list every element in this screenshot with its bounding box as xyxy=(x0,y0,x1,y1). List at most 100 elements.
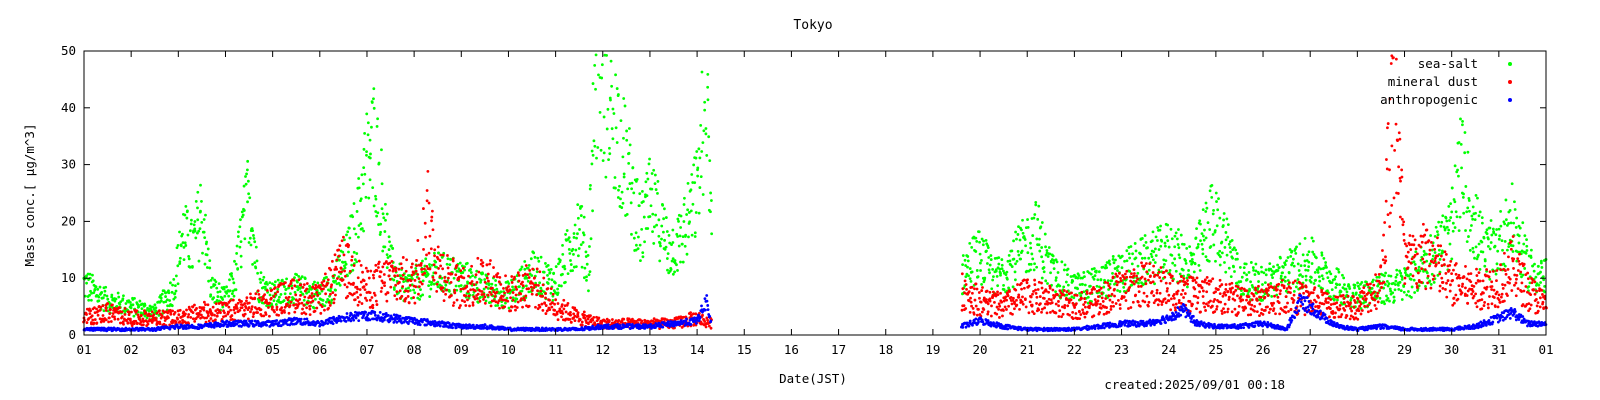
data-point xyxy=(1279,289,1282,293)
data-point xyxy=(196,231,199,235)
data-point xyxy=(289,292,292,296)
data-point xyxy=(1122,285,1126,289)
data-point xyxy=(1512,221,1516,225)
data-point xyxy=(532,286,536,289)
data-point xyxy=(221,298,225,301)
data-point xyxy=(1393,288,1397,292)
data-point xyxy=(1257,280,1260,283)
data-point xyxy=(352,281,355,285)
data-point xyxy=(1420,240,1424,244)
data-point xyxy=(235,244,239,248)
data-point xyxy=(414,266,418,270)
data-point xyxy=(648,157,651,161)
data-point xyxy=(1359,307,1363,310)
data-point xyxy=(1388,168,1391,172)
data-point xyxy=(1437,220,1441,224)
data-point xyxy=(1088,284,1092,288)
data-point xyxy=(1439,254,1443,258)
data-point xyxy=(369,152,372,156)
data-point xyxy=(1065,293,1069,297)
data-point xyxy=(1470,224,1473,227)
data-point xyxy=(1131,252,1134,256)
data-point xyxy=(557,284,561,287)
data-point xyxy=(1343,308,1347,312)
data-point xyxy=(1338,307,1342,311)
data-point xyxy=(350,255,354,258)
data-point xyxy=(1313,298,1316,302)
data-point xyxy=(582,276,586,280)
data-point xyxy=(360,173,364,177)
data-point xyxy=(244,306,248,310)
data-point xyxy=(504,301,507,305)
data-point xyxy=(1152,258,1155,262)
data-point xyxy=(197,312,201,316)
data-point xyxy=(966,265,969,269)
data-point xyxy=(445,262,449,266)
data-point xyxy=(1461,282,1465,286)
data-point xyxy=(666,252,670,256)
data-point xyxy=(96,287,100,291)
data-point xyxy=(1286,279,1290,282)
data-point xyxy=(536,256,540,260)
data-point xyxy=(1443,263,1446,266)
data-point xyxy=(655,223,659,227)
data-point xyxy=(536,289,539,293)
data-point xyxy=(266,282,269,286)
data-point xyxy=(1248,289,1251,293)
data-point xyxy=(1034,291,1038,295)
data-point xyxy=(631,166,635,170)
data-point xyxy=(1101,265,1105,269)
data-point xyxy=(1107,294,1111,298)
data-point xyxy=(1433,259,1437,263)
data-point xyxy=(1517,241,1521,245)
data-point xyxy=(1257,272,1261,276)
data-point xyxy=(183,213,187,217)
data-point xyxy=(459,269,463,273)
data-point xyxy=(438,275,442,279)
data-point xyxy=(1038,249,1042,253)
data-point xyxy=(648,215,652,218)
data-point xyxy=(592,316,596,319)
data-point xyxy=(1413,263,1417,266)
data-point xyxy=(999,291,1002,295)
data-point xyxy=(1376,291,1380,295)
data-point xyxy=(1275,288,1279,292)
data-point xyxy=(228,299,232,303)
data-point xyxy=(589,237,593,241)
data-point xyxy=(568,252,572,255)
data-point xyxy=(299,283,303,287)
data-point xyxy=(683,196,686,200)
data-point xyxy=(1449,216,1453,219)
data-point xyxy=(1113,282,1116,286)
data-point xyxy=(375,269,379,272)
data-point xyxy=(376,211,380,215)
data-point xyxy=(1416,252,1419,256)
data-point xyxy=(673,270,676,274)
data-point xyxy=(1433,248,1437,251)
data-point xyxy=(1215,200,1218,203)
data-point xyxy=(1480,221,1484,225)
data-point xyxy=(356,287,360,291)
data-point xyxy=(379,222,383,226)
data-point xyxy=(455,298,459,302)
data-point xyxy=(663,247,667,251)
data-point xyxy=(1073,306,1076,309)
data-point xyxy=(1289,286,1292,290)
data-point xyxy=(966,292,970,296)
data-point xyxy=(113,299,117,303)
data-point xyxy=(279,293,283,296)
data-point xyxy=(443,276,447,279)
data-point xyxy=(1270,269,1274,273)
data-point xyxy=(1240,286,1244,290)
data-point xyxy=(106,297,110,301)
data-point xyxy=(121,298,124,302)
data-point xyxy=(366,133,370,137)
data-point xyxy=(1322,256,1326,260)
data-point xyxy=(1449,259,1453,263)
data-point xyxy=(473,275,477,279)
data-point xyxy=(1165,269,1168,273)
data-point xyxy=(1174,302,1178,306)
data-point xyxy=(1298,242,1302,246)
data-point xyxy=(1244,262,1248,266)
data-point xyxy=(1206,221,1210,225)
